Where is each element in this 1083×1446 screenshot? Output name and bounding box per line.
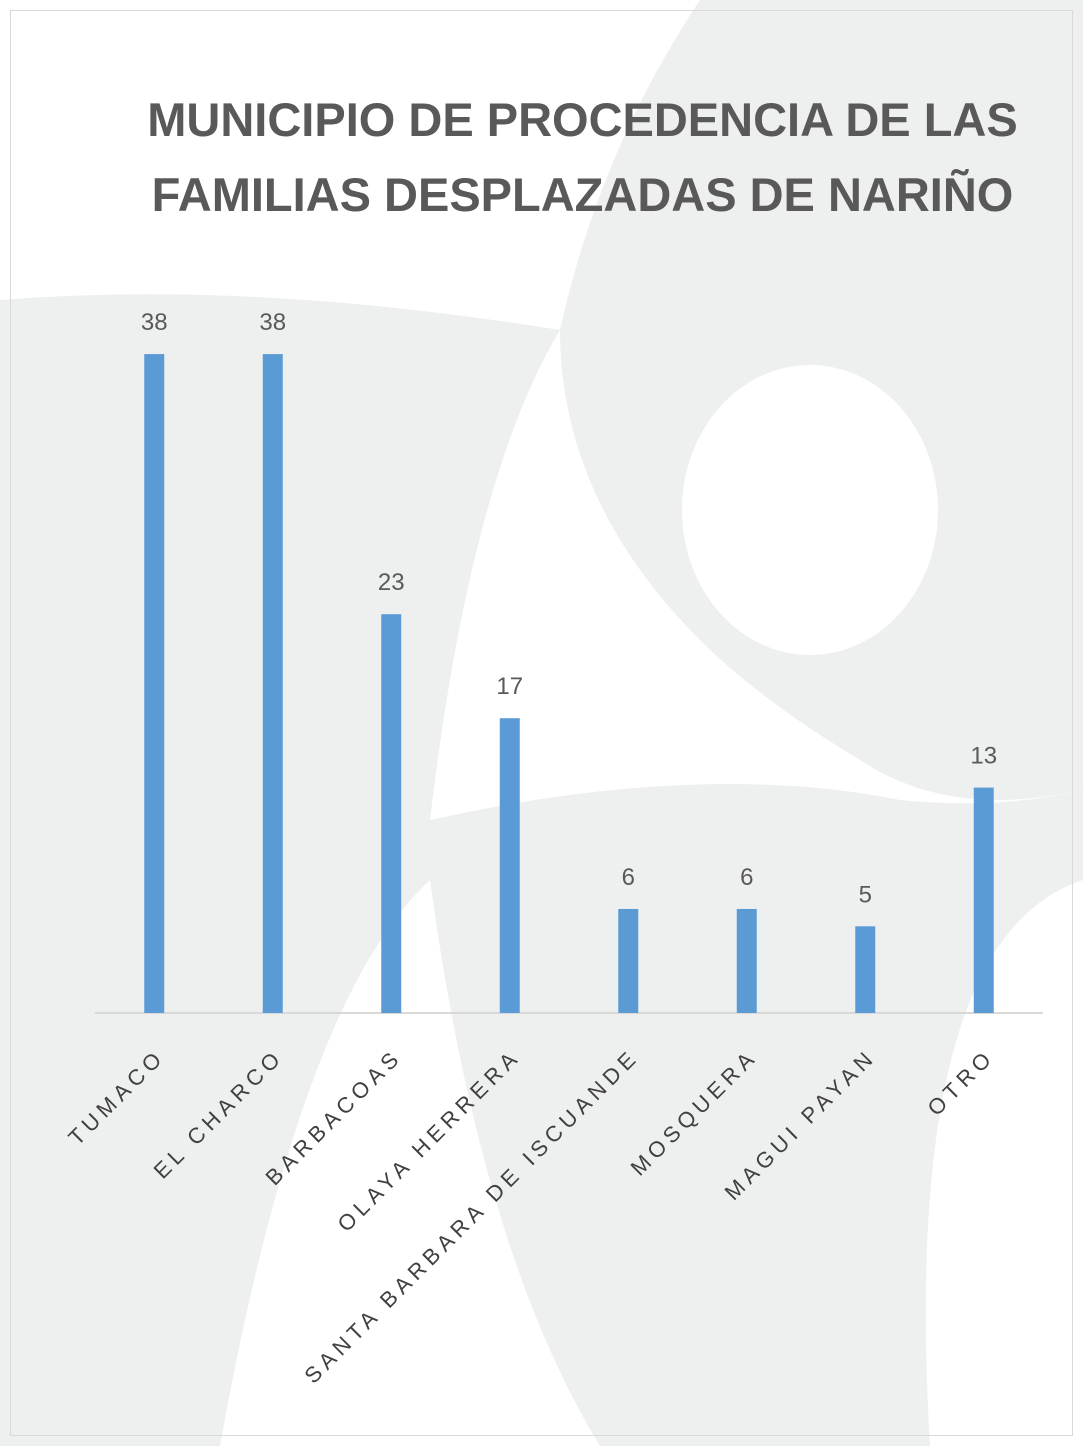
chart-title: MUNICIPIO DE PROCEDENCIA DE LAS FAMILIAS… — [140, 82, 1025, 232]
bar — [855, 926, 875, 1013]
bar — [618, 909, 638, 1013]
value-label: 17 — [496, 673, 523, 700]
value-label: 38 — [259, 309, 286, 336]
value-label: 6 — [740, 864, 753, 891]
value-label: 5 — [859, 881, 872, 908]
bar — [974, 788, 994, 1013]
bar — [263, 354, 283, 1013]
bar — [500, 718, 520, 1013]
background-circle — [682, 365, 938, 655]
value-label: 13 — [970, 743, 997, 770]
value-label: 23 — [378, 569, 405, 596]
bar — [381, 614, 401, 1013]
page: 38TUMACO38EL CHARCO23BARBACOAS17OLAYA HE… — [0, 0, 1083, 1446]
bar — [144, 354, 164, 1013]
bar — [737, 909, 757, 1013]
value-label: 6 — [622, 864, 635, 891]
value-label: 38 — [141, 309, 168, 336]
